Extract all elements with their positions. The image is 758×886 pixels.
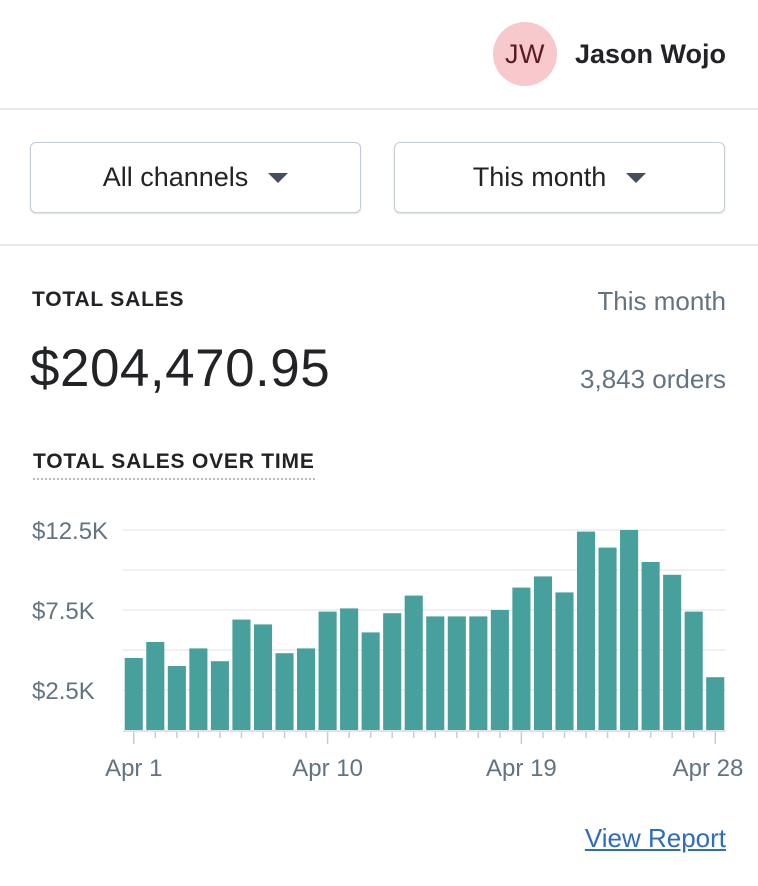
bar	[426, 616, 445, 730]
bar	[318, 611, 337, 730]
bar	[340, 608, 359, 730]
bar	[576, 531, 596, 730]
bar	[469, 616, 488, 730]
total-sales-title: TOTAL SALES	[32, 288, 185, 311]
bar	[512, 587, 531, 730]
bar	[641, 562, 660, 730]
x-tick-label: Apr 19	[486, 755, 557, 782]
total-sales-value: $204,470.95	[30, 339, 331, 398]
bar	[684, 611, 703, 730]
bar	[189, 648, 208, 730]
bar	[383, 613, 402, 730]
avatar[interactable]: JW	[492, 22, 557, 86]
chart-title[interactable]: TOTAL SALES OVER TIME	[33, 450, 315, 480]
user-name[interactable]: Jason Wojo	[574, 38, 726, 69]
top-header: JW Jason Wojo	[0, 0, 758, 110]
bar	[210, 661, 229, 730]
bar	[663, 574, 682, 730]
y-tick-label: $2.5K	[32, 678, 95, 705]
user-menu[interactable]: JW Jason Wojo	[492, 22, 726, 86]
period-select-label: This month	[472, 162, 607, 192]
bar	[533, 576, 552, 730]
bar	[361, 632, 380, 730]
bar	[146, 642, 165, 730]
bar	[275, 653, 294, 730]
bar	[555, 592, 574, 730]
x-tick-label: Apr 10	[292, 755, 363, 782]
summary-period-label: This month	[597, 286, 726, 316]
bar	[297, 648, 316, 730]
bar	[167, 666, 186, 730]
bar	[232, 619, 251, 730]
bar	[620, 530, 639, 730]
y-tick-label: $7.5K	[32, 598, 95, 625]
bar	[598, 547, 617, 730]
channel-select-label: All channels	[102, 162, 249, 192]
chevron-down-icon	[268, 172, 289, 183]
x-tick-label: Apr 28	[673, 755, 744, 782]
chevron-down-icon	[626, 172, 647, 183]
bar	[404, 595, 423, 730]
view-report-link[interactable]: View Report	[584, 823, 726, 853]
channel-select[interactable]: All channels	[30, 142, 361, 213]
period-select[interactable]: This month	[394, 142, 725, 213]
sales-over-time-chart: $2.5K $7.5K $12.5K Apr 1 Apr 10 Apr 19 Apr 28	[32, 518, 744, 782]
bar	[253, 624, 273, 730]
x-tick-label: Apr 1	[105, 755, 162, 782]
y-tick-label: $12.5K	[32, 518, 108, 545]
bar	[124, 658, 143, 730]
orders-count: 3,843 orders	[580, 364, 726, 394]
bar	[490, 610, 509, 730]
filter-bar: All channels This month	[0, 110, 758, 246]
bar	[447, 616, 466, 730]
bar	[706, 677, 725, 730]
